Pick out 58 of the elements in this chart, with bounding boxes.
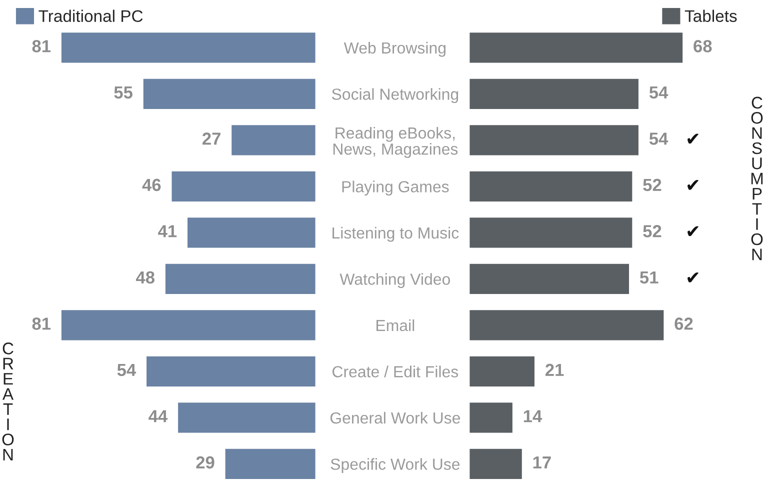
y-tick-label: Social Networking	[332, 88, 458, 104]
data-label: 27	[202, 132, 220, 145]
y-tick-label: Listening to Music	[332, 226, 459, 242]
data-label: 52	[643, 178, 662, 192]
y-tick-label: General Work Use	[330, 412, 460, 424]
bar	[469, 31, 684, 64]
bar	[469, 124, 640, 157]
bar	[469, 308, 666, 342]
data-label: 54	[117, 364, 136, 376]
bar	[469, 262, 630, 296]
text: ✔	[688, 226, 698, 236]
bar	[142, 78, 316, 110]
y-tick-label: Watching Video	[340, 273, 450, 288]
data-label: 41	[158, 225, 177, 238]
bar	[469, 216, 634, 250]
bar	[60, 308, 316, 342]
data-label: 55	[114, 86, 132, 99]
y-tick-label: Playing Games	[342, 180, 449, 196]
y-tick-label: Email	[376, 319, 414, 332]
data-label: 52	[643, 225, 662, 238]
bar	[164, 262, 316, 296]
bar	[469, 78, 640, 110]
y-tick-label: Reading eBooks, News, Magazines	[333, 126, 458, 158]
y-tick-label: Web Browsing	[344, 42, 446, 57]
bar	[60, 31, 316, 64]
data-label: 54	[649, 86, 668, 99]
data-label: 81	[32, 40, 51, 52]
data-label: 62	[674, 318, 693, 330]
text: ✔	[688, 272, 698, 282]
bar	[469, 355, 536, 388]
data-label: 81	[32, 318, 51, 330]
data-label: 21	[545, 364, 564, 376]
data-label: 46	[142, 178, 161, 192]
bar	[469, 401, 514, 434]
bar	[469, 170, 634, 203]
bar	[170, 170, 316, 203]
bar	[186, 216, 316, 250]
legend-label: Tablets	[684, 10, 737, 22]
data-label: 51	[640, 271, 658, 284]
text: ✔	[688, 134, 698, 144]
y-tick-label: Specific Work Use	[330, 458, 460, 474]
data-label: 44	[148, 410, 168, 422]
data-label: 29	[196, 456, 214, 469]
data-label: 54	[649, 132, 668, 145]
y-tick-label: Create / Edit Files	[332, 366, 458, 378]
bar	[224, 448, 316, 480]
text: ✔	[688, 180, 698, 190]
text: CONSUMPTION	[751, 96, 763, 260]
bar	[145, 355, 316, 388]
data-label: 14	[524, 410, 542, 422]
bar	[230, 124, 316, 157]
data-label: 17	[533, 456, 551, 468]
bar	[176, 401, 316, 434]
data-label: 68	[694, 40, 712, 52]
bar	[469, 448, 524, 480]
legend-label: Traditional PC	[38, 10, 143, 22]
text: CREATION	[2, 342, 14, 460]
data-label: 48	[136, 271, 154, 284]
